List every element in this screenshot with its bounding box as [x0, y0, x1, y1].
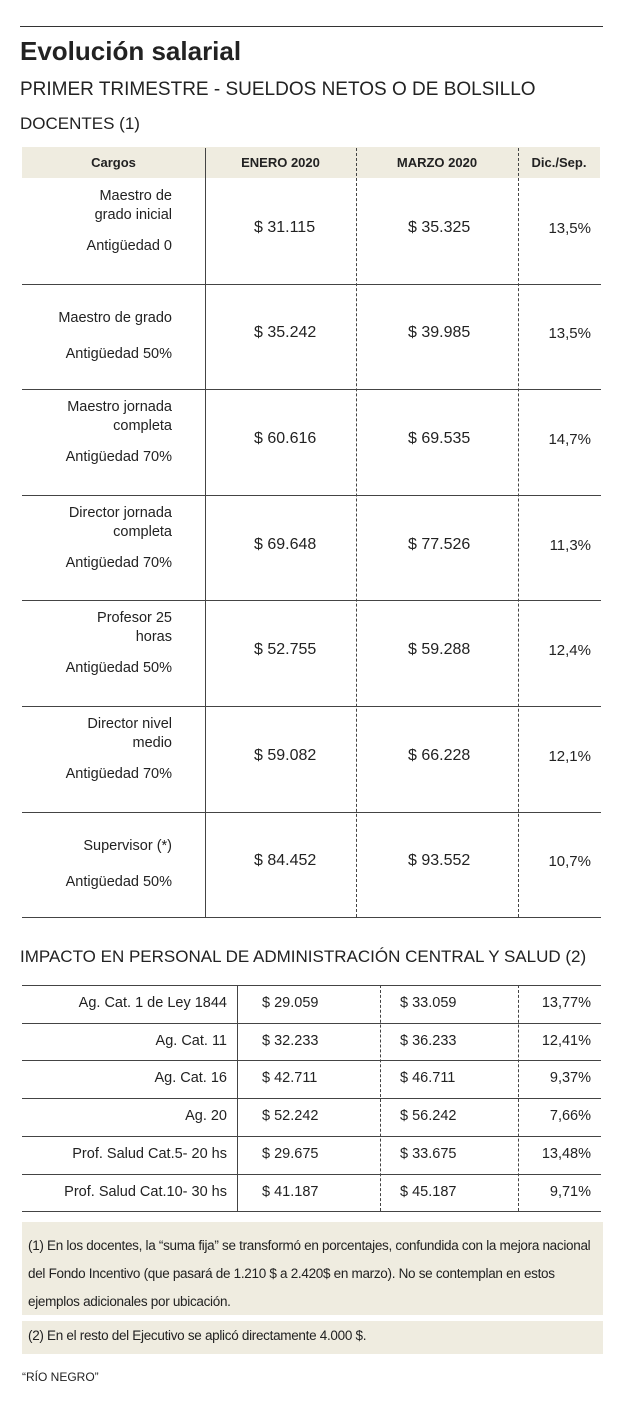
value: $ 69.648 — [254, 535, 317, 553]
percent: 12,1% — [548, 747, 591, 765]
section-title: DOCENTES (1) — [20, 114, 140, 133]
value: $ 56.242 — [400, 1108, 457, 1125]
value: $ 32.233 — [262, 1032, 319, 1049]
value: $ 59.082 — [254, 746, 317, 764]
row-rule — [22, 1098, 601, 1100]
value: $ 59.288 — [408, 641, 471, 659]
note-box — [22, 1321, 603, 1354]
row-rule — [22, 985, 601, 986]
title: Evolución salarial — [20, 36, 242, 66]
percent: 13,5% — [548, 219, 591, 237]
percent: 14,7% — [548, 431, 591, 448]
row-rule — [22, 1060, 601, 1062]
value: $ 52.242 — [262, 1108, 319, 1125]
cargo: horas — [135, 629, 172, 646]
value: $ 29.675 — [262, 1145, 319, 1162]
column-header: Cargos — [91, 155, 136, 170]
value: $ 35.242 — [254, 324, 317, 342]
antiguedad: Antigüedad 70% — [65, 554, 172, 571]
value: $ 52.755 — [254, 641, 317, 659]
value: $ 31.115 — [254, 218, 316, 236]
cargo: Prof. Salud Cat.5- 20 hs — [72, 1145, 227, 1162]
cargo: completa — [113, 418, 172, 435]
value: $ 93.552 — [408, 852, 471, 870]
cargo: grado inicial — [94, 207, 172, 223]
percent: 9,37% — [549, 1070, 591, 1087]
value: $ 66.228 — [408, 746, 471, 764]
cargo: Director jornada — [68, 504, 172, 521]
note: (2) En el resto del Ejecutivo se aplicó … — [28, 1328, 367, 1343]
column-header: MARZO 2020 — [396, 155, 478, 170]
row-rule — [22, 1022, 601, 1024]
cargo: Ag. Cat. 1 de Ley 1844 — [78, 995, 227, 1011]
antiguedad: Antigüedad 0 — [86, 238, 172, 254]
value: $ 36.233 — [400, 1032, 457, 1049]
percent: 7,66% — [549, 1108, 591, 1125]
value: $ 39.985 — [408, 324, 471, 342]
column-header: Dic./Sep. — [531, 155, 587, 170]
cargo: medio — [132, 735, 173, 751]
cargo: Prof. Salud Cat.10- 30 hs — [64, 1183, 227, 1200]
value: $ 46.711 — [400, 1070, 456, 1087]
row-rule — [22, 1173, 601, 1175]
cargo: Maestro jornada — [67, 399, 172, 416]
percent: 10,7% — [548, 853, 591, 871]
percent: 12,41% — [541, 1032, 591, 1049]
row-rule — [22, 600, 601, 602]
percent: 13,5% — [548, 325, 591, 343]
value: $ 33.059 — [400, 995, 457, 1011]
cargo: Maestro de grado — [58, 309, 172, 326]
header-band — [22, 147, 600, 178]
cargo: completa — [113, 523, 172, 540]
row-rule — [22, 283, 601, 285]
cargo: Supervisor (*) — [83, 837, 172, 854]
cargo: Ag. 20 — [185, 1108, 227, 1125]
note: (1) En los docentes, la “suma fija” se t… — [28, 1238, 591, 1309]
note-box — [22, 1222, 603, 1315]
percent: 9,71% — [549, 1183, 591, 1200]
column-rule — [356, 148, 357, 917]
antiguedad: Antigüedad 50% — [65, 345, 172, 362]
row-rule — [22, 494, 601, 496]
value: $ 60.616 — [254, 430, 317, 447]
value: $ 41.187 — [262, 1183, 319, 1200]
row-rule — [22, 811, 601, 813]
cargo: Maestro de — [99, 188, 172, 204]
source: “RÍO NEGRO” — [22, 1370, 99, 1384]
cargo: Director nivel — [87, 716, 172, 732]
percent: 13,48% — [541, 1145, 591, 1162]
column-rule — [205, 148, 206, 917]
cargo: Profesor 25 — [97, 610, 172, 627]
cargo: Ag. Cat. 16 — [154, 1070, 227, 1087]
subtitle: PRIMER TRIMESTRE - SUELDOS NETOS O DE BO… — [20, 79, 536, 100]
value: $ 77.526 — [408, 535, 471, 553]
value: $ 42.711 — [262, 1070, 318, 1087]
value: $ 33.675 — [400, 1145, 457, 1162]
row-rule — [22, 1211, 601, 1213]
row-rule — [22, 1135, 601, 1137]
section-title: IMPACTO EN PERSONAL DE ADMINISTRACIÓN CE… — [20, 947, 587, 966]
percent: 11,3% — [549, 536, 591, 554]
value: $ 45.187 — [400, 1183, 457, 1200]
row-rule — [22, 389, 601, 391]
value: $ 35.325 — [408, 218, 471, 236]
column-rule — [518, 148, 519, 917]
antiguedad: Antigüedad 70% — [65, 449, 172, 466]
row-rule — [22, 917, 601, 919]
antiguedad: Antigüedad 50% — [65, 873, 172, 890]
percent: 13,77% — [541, 995, 591, 1011]
top-rule — [20, 26, 603, 27]
value: $ 84.452 — [254, 852, 317, 870]
cargo: Ag. Cat. 11 — [155, 1032, 227, 1049]
percent: 12,4% — [548, 642, 591, 660]
value: $ 29.059 — [262, 995, 319, 1011]
antiguedad: Antigüedad 70% — [65, 766, 172, 782]
antiguedad: Antigüedad 50% — [65, 660, 172, 677]
value: $ 69.535 — [408, 430, 471, 447]
column-header: ENERO 2020 — [241, 155, 320, 170]
row-rule — [22, 706, 601, 707]
